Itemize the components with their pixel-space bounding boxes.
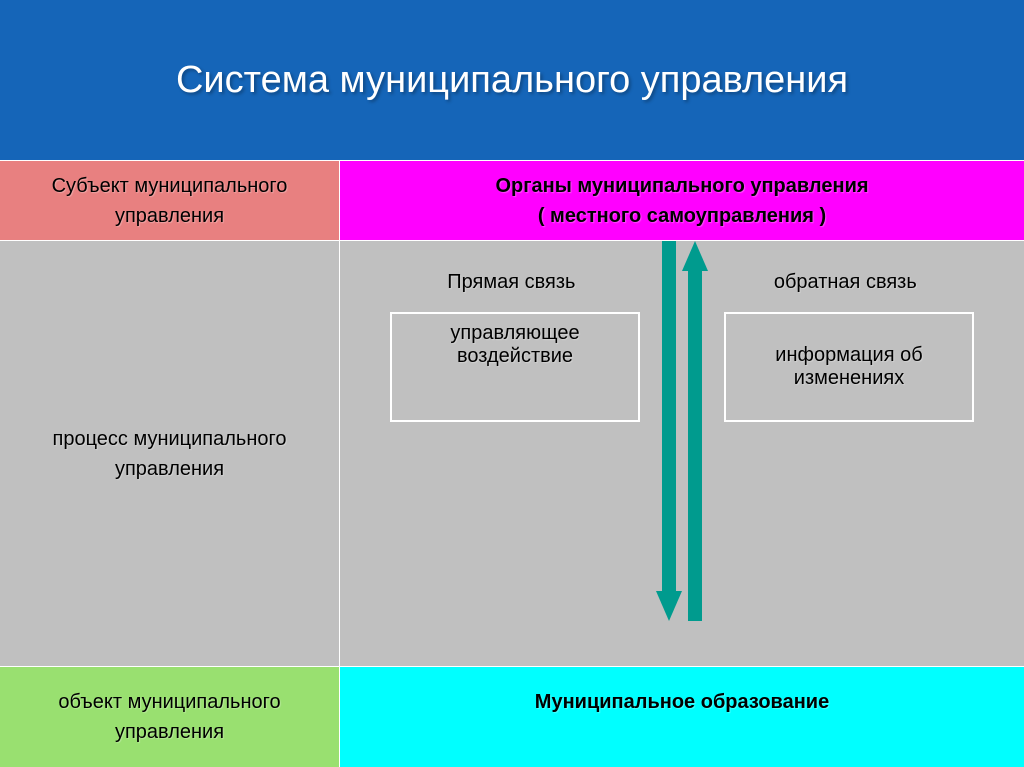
cell-process-label: процесс муниципального управления [0,241,340,667]
subject-text: Субъект муниципального управления [8,171,331,231]
cell-municipal-formation: Муниципальное образование [340,667,1024,767]
arrows-icon [652,241,712,621]
slide: Система муниципального управления Субъек… [0,0,1024,767]
organs-line1: Органы муниципального управления [495,171,868,201]
box-control-action-text: управляющее воздействие [400,322,630,368]
process-text: процесс муниципального управления [8,424,331,484]
feedback-link-label: обратная связь [774,271,917,294]
title-area: Система муниципального управления [0,0,1024,160]
slide-title: Система муниципального управления [176,59,848,102]
cell-organs: Органы муниципального управления ( местн… [340,161,1024,241]
connection-labels-row: Прямая связь обратная связь [348,271,1016,294]
cell-subject-label: Субъект муниципального управления [0,161,340,241]
cell-process-diagram: Прямая связь обратная связь управляющее … [340,241,1024,667]
box-info-changes-text: информация об изменениях [734,344,964,390]
boxes-row: управляющее воздействие информация об из… [348,312,1016,422]
box-info-changes: информация об изменениях [724,312,974,422]
box-control-action: управляющее воздействие [390,312,640,422]
diagram-grid: Субъект муниципального управления Органы… [0,160,1024,767]
object-text: объект муниципального управления [8,687,331,747]
organs-line2: ( местного самоуправления ) [538,201,826,231]
cell-object-label: объект муниципального управления [0,667,340,767]
municipal-formation-text: Муниципальное образование [535,687,829,717]
direct-link-label: Прямая связь [447,271,575,294]
